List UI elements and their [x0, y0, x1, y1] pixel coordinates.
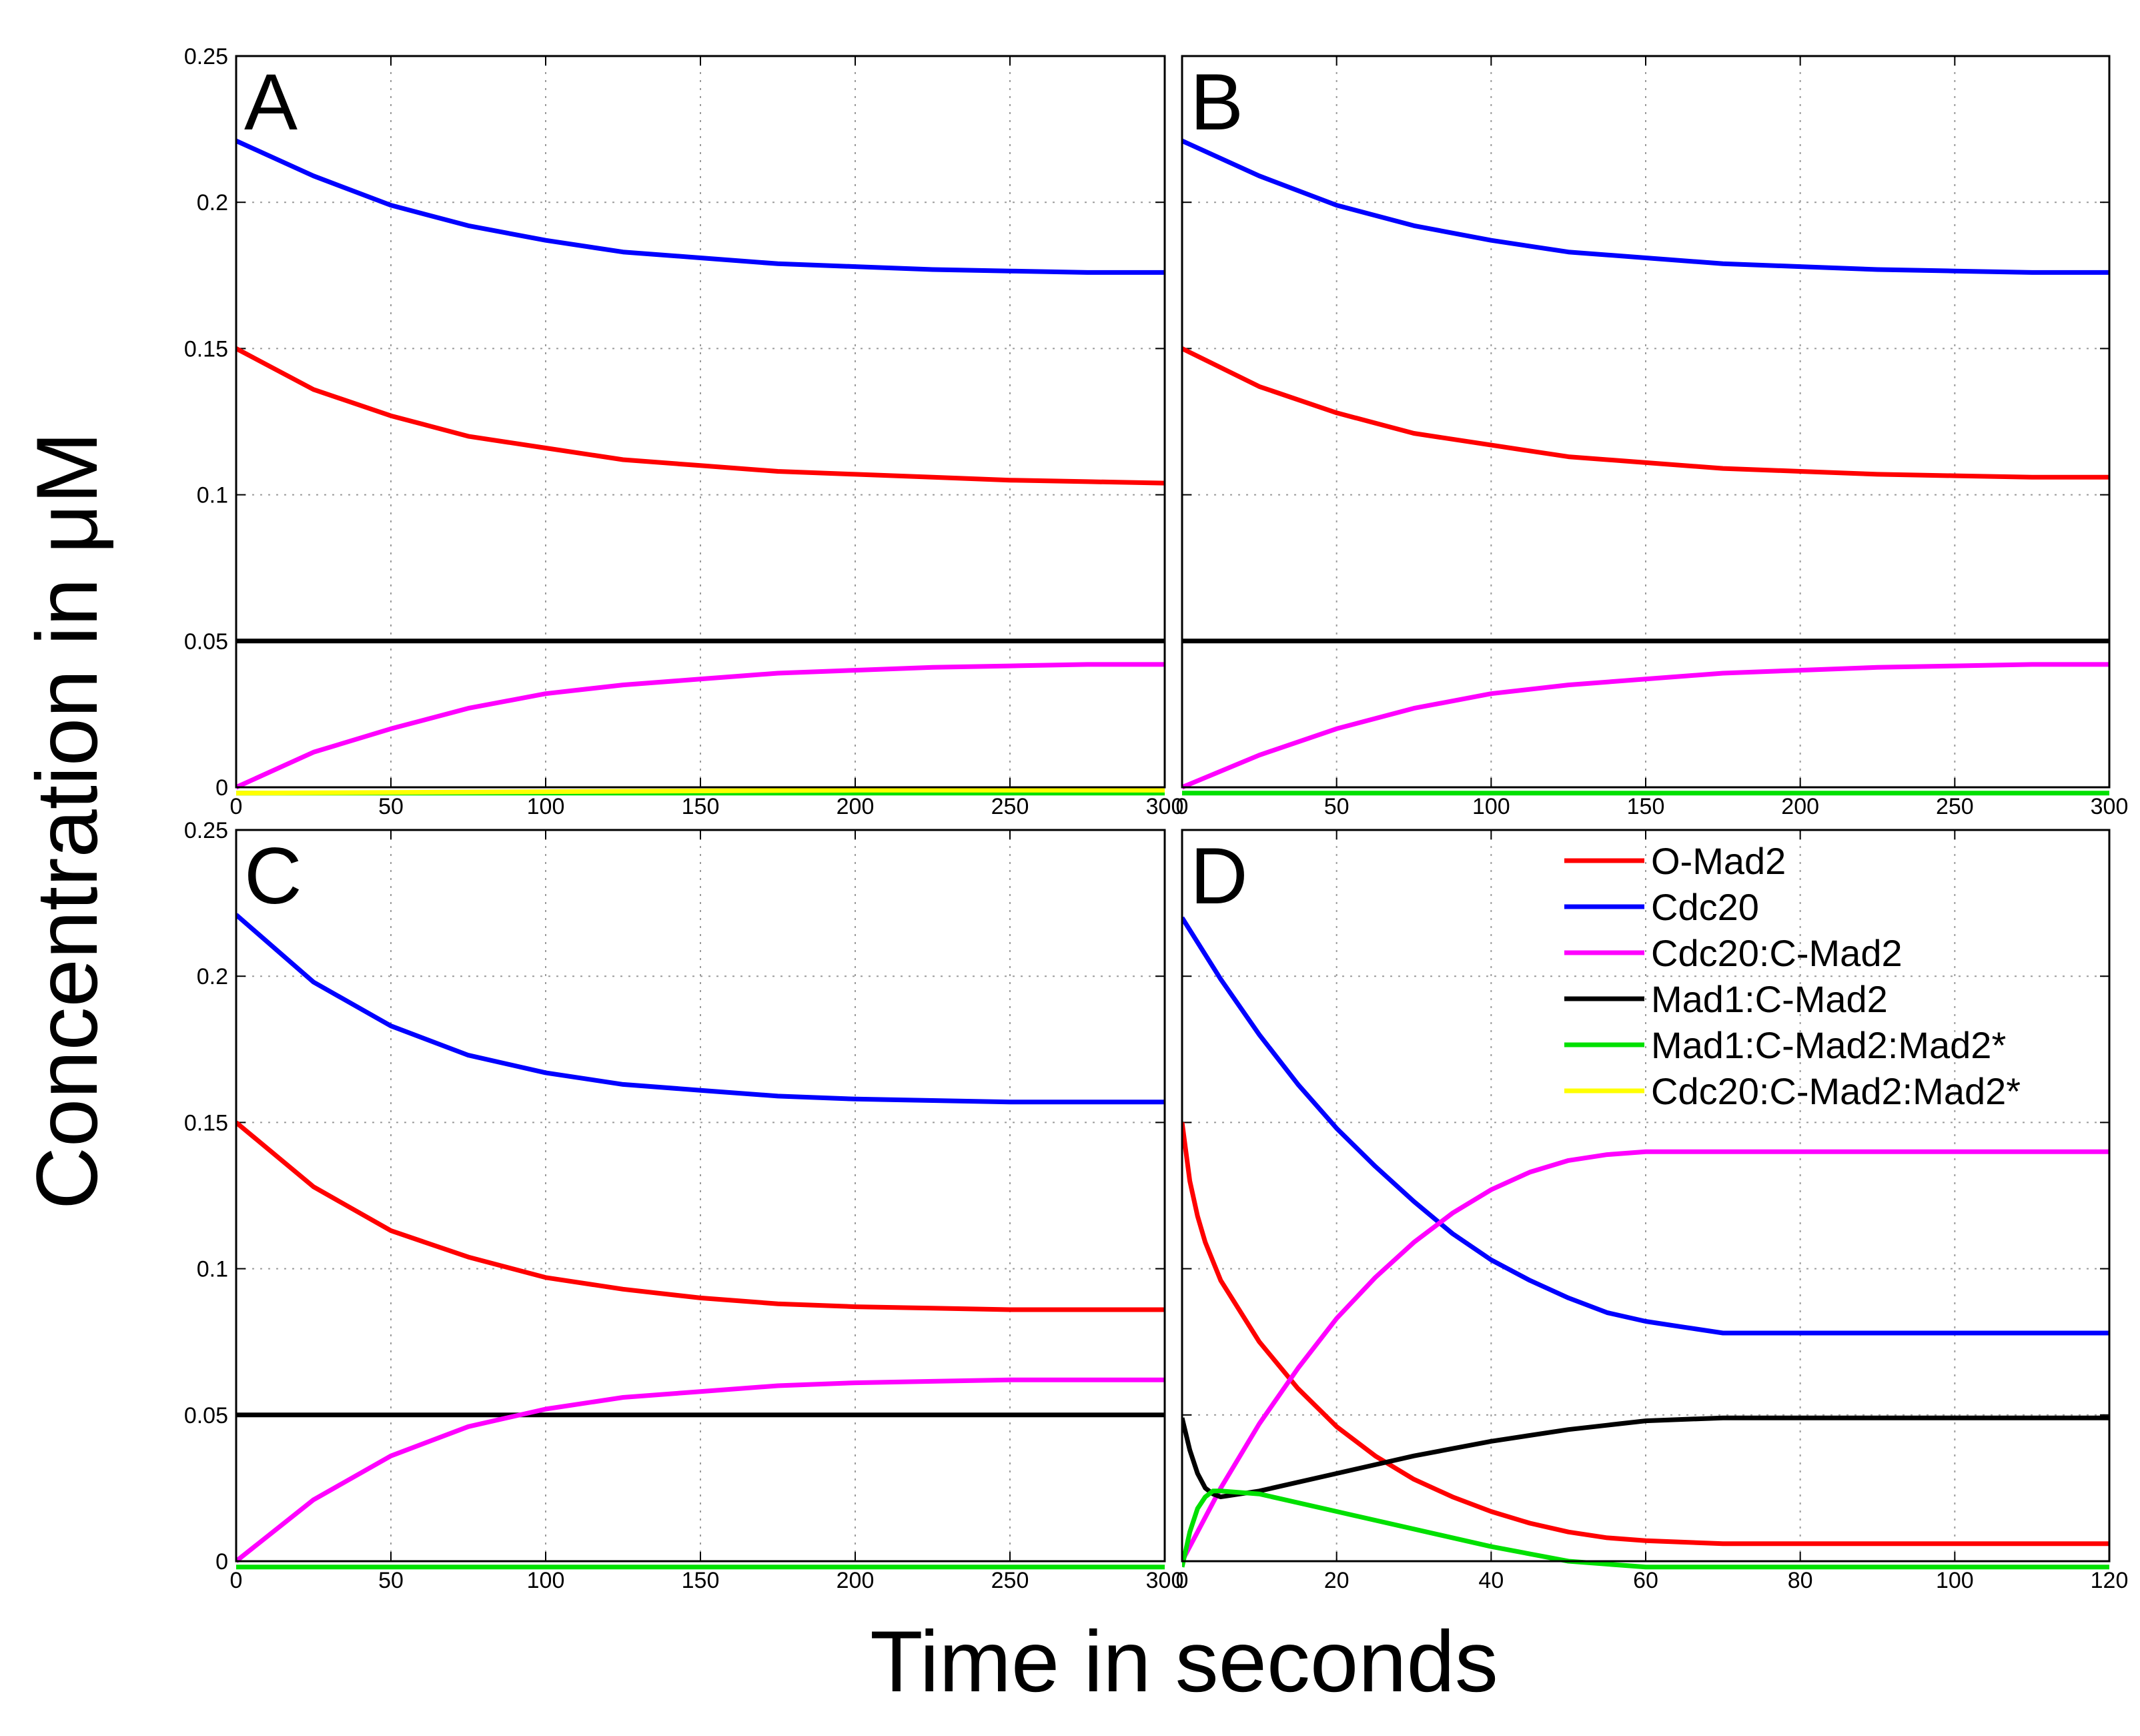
x-tick-label: 50 [378, 794, 404, 819]
x-tick-label: 0 [1176, 1568, 1189, 1593]
panel-letter: D [1190, 831, 1248, 921]
x-tick-label: 300 [2091, 794, 2129, 819]
panel-c: 0 50 100 150 200 250 300 0 0.05 0.1 0.15 0.2 0.25 C [184, 818, 1184, 1593]
y-tick-label: 0.25 [184, 44, 228, 69]
series-line-cdc20-c-mad2 [236, 662, 1165, 790]
y-tick-label: 0 [215, 1549, 228, 1575]
x-tick-label: 100 [527, 794, 565, 819]
x-axis-label: Time in seconds [870, 1613, 1498, 1710]
plot-frame [1181, 829, 2111, 1563]
x-tick-label: 250 [991, 1568, 1029, 1593]
panel-d: 0 20 40 60 80 100 120 D [1176, 829, 2129, 1593]
x-tick-label: 40 [1478, 1568, 1504, 1593]
y-tick-label: 0.05 [184, 629, 228, 655]
series-line-o-mad2 [236, 346, 1165, 486]
panel-letter: A [244, 57, 298, 147]
y-tick-label: 0.15 [184, 1110, 228, 1136]
series-line-cdc20-c-mad2 [1182, 662, 2109, 790]
x-tick-label: 100 [1472, 794, 1510, 819]
panel-letter: B [1190, 57, 1243, 147]
y-tick-label: 0.05 [184, 1403, 228, 1428]
series-line-cdc20 [236, 913, 1165, 1105]
y-axis-label: Concentration in μM [18, 432, 115, 1210]
series-line-mad1-c-mad2 [1182, 1415, 2109, 1500]
y-tick-label: 0.15 [184, 336, 228, 362]
series-line-cdc20 [1182, 916, 2109, 1336]
series-line-cdc20-c-mad2-mad2- [236, 787, 1165, 796]
panel-letter: C [244, 831, 302, 921]
y-tick-label: 0.2 [197, 964, 228, 989]
series-line-cdc20 [236, 138, 1165, 275]
legend-entry: Mad1:C-Mad2 [1651, 978, 1888, 1020]
x-tick-label: 50 [378, 1568, 404, 1593]
y-tick-label: 0.1 [197, 1257, 228, 1282]
x-tick-label: 150 [1627, 794, 1665, 819]
x-tick-label: 100 [527, 1568, 565, 1593]
x-tick-label: 300 [1146, 794, 1184, 819]
x-tick-label: 50 [1324, 794, 1350, 819]
legend-entry: Cdc20 [1651, 886, 1759, 928]
legend-entry: Cdc20:C-Mad2 [1651, 932, 1903, 974]
panel-a: 0 50 100 150 200 250 300 0 0.05 0.1 0.15 0.2 0.25 A [184, 44, 1184, 819]
x-tick-label: 200 [837, 794, 875, 819]
x-tick-label: 150 [682, 1568, 720, 1593]
y-tick-label: 0 [215, 775, 228, 801]
series-line-o-mad2 [236, 1120, 1165, 1312]
x-tick-label: 150 [682, 794, 720, 819]
x-tick-label: 0 [230, 794, 243, 819]
plot-frame [235, 55, 1166, 789]
x-tick-label: 0 [1176, 794, 1189, 819]
x-tick-label: 250 [991, 794, 1029, 819]
x-tick-label: 200 [1781, 794, 1819, 819]
panel-b: 0 50 100 150 200 250 300 B [1176, 55, 2129, 819]
plot-frame [1181, 55, 2111, 789]
x-tick-label: 120 [2091, 1568, 2129, 1593]
legend-entry: Mad1:C-Mad2:Mad2* [1651, 1024, 2006, 1066]
x-tick-label: 60 [1633, 1568, 1658, 1593]
plot-frame [235, 829, 1166, 1563]
legend-entry: O-Mad2 [1651, 840, 1786, 882]
x-tick-label: 0 [230, 1568, 243, 1593]
y-tick-label: 0.1 [197, 483, 228, 508]
legend: O-Mad2Cdc20Cdc20:C-Mad2Mad1:C-Mad2Mad1:C… [1564, 840, 2021, 1112]
x-tick-label: 200 [837, 1568, 875, 1593]
y-tick-label: 0.2 [197, 190, 228, 215]
y-tick-label: 0.25 [184, 818, 228, 843]
x-tick-label: 80 [1788, 1568, 1813, 1593]
series-line-o-mad2 [1182, 346, 2109, 480]
series-line-cdc20-c-mad2 [1182, 1149, 2109, 1563]
x-tick-label: 250 [1936, 794, 1974, 819]
series-line-cdc20 [1182, 138, 2109, 275]
series-line-mad1-c-mad2-mad2- [1182, 1488, 2109, 1570]
x-tick-label: 100 [1936, 1568, 1974, 1593]
legend-entry: Cdc20:C-Mad2:Mad2* [1651, 1070, 2021, 1112]
x-tick-label: 20 [1324, 1568, 1350, 1593]
series-line-cdc20-c-mad2 [236, 1377, 1165, 1563]
x-tick-label: 300 [1146, 1568, 1184, 1593]
series-line-o-mad2 [1182, 1122, 2109, 1547]
